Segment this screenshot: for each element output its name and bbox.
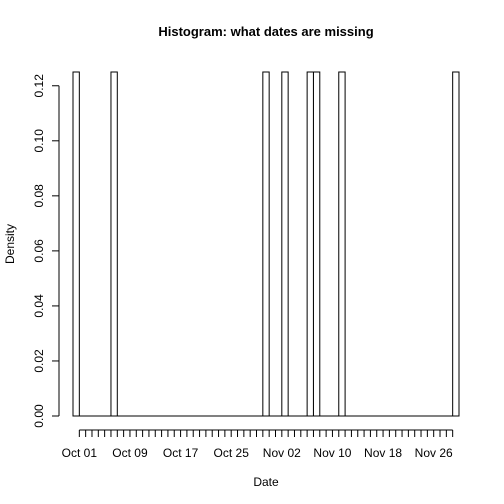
histogram-bar <box>312 71 321 417</box>
histogram-bar <box>452 71 460 417</box>
histogram-bar <box>72 71 80 417</box>
x-tick-label: Nov 18 <box>364 446 402 460</box>
y-tick-label: 0.04 <box>32 294 46 318</box>
y-tick-label: 0.02 <box>32 349 46 373</box>
x-tick-label: Oct 25 <box>214 446 250 460</box>
y-tick-label: 0.08 <box>32 184 46 208</box>
y-tick-label: 0.00 <box>32 404 46 428</box>
histogram-bar <box>338 71 346 417</box>
x-tick-label: Nov 02 <box>263 446 301 460</box>
x-tick-label: Nov 26 <box>415 446 453 460</box>
histogram-bar <box>281 71 289 417</box>
histogram-bar <box>262 71 270 417</box>
x-tick-label: Oct 09 <box>112 446 148 460</box>
histogram-bar <box>306 71 314 417</box>
x-tick-label: Oct 01 <box>62 446 98 460</box>
x-axis: Oct 01 Oct 09 Oct 17 Oct 25 Nov 02 Nov 10 Nov … <box>62 429 454 460</box>
bars-group <box>72 71 460 417</box>
y-tick-label: 0.12 <box>32 74 46 98</box>
y-axis: 0.00 0.02 0.04 0.06 0.08 0.10 0.12 <box>32 74 60 428</box>
y-tick-label: 0.06 <box>32 239 46 263</box>
x-tick-label: Nov 10 <box>313 446 351 460</box>
x-axis-label: Date <box>253 475 279 489</box>
y-tick-label: 0.10 <box>32 129 46 153</box>
x-tick-label: Oct 17 <box>163 446 199 460</box>
y-axis-label: Density <box>3 224 17 264</box>
chart-title: Histogram: what dates are missing <box>158 24 373 39</box>
histogram-bar <box>110 71 118 417</box>
